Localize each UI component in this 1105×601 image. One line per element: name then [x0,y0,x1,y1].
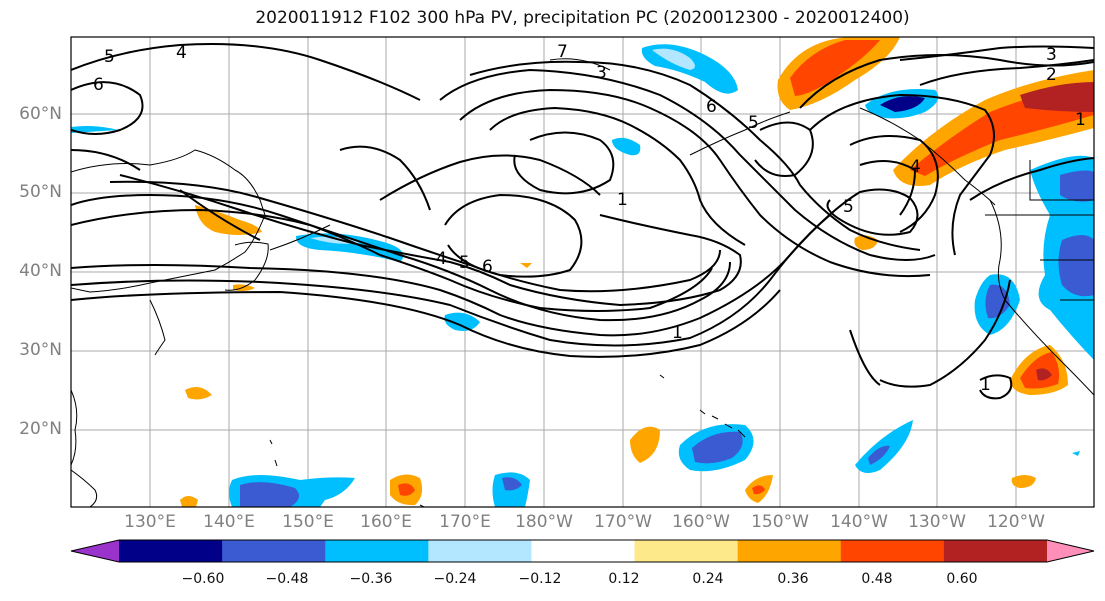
contour-label: 1 [617,190,628,210]
colorbar-extend-max [1047,540,1094,562]
colorbar-swatch [737,540,842,562]
colorbar-label: 0.60 [946,571,978,587]
contour-label: 6 [706,97,717,117]
contour-label: 1 [1075,110,1086,130]
lat-label-60n: 60°N [19,104,62,124]
contour-label: 1 [672,323,683,343]
contour-label: 2 [1046,65,1057,85]
colorbar-label: −0.36 [349,571,393,587]
lat-label-40n: 40°N [19,261,62,281]
colorbar [70,539,1095,563]
colorbar-swatch [943,540,1048,562]
colorbar-outline [70,539,1095,563]
contour-label: 3 [1046,45,1057,65]
colorbar-label: 0.24 [692,571,724,587]
pv-contours [71,43,1094,400]
contour-labels: 5 6 4 7 3 1 6 5 4 5 6 5 1 2 3 1 4 1 [93,42,1086,395]
contour-label: 7 [557,42,568,62]
colorbar-swatch [428,540,532,562]
contour-label: 5 [104,47,115,67]
lon-label-120w: 120°W [987,512,1045,532]
lon-label-140e: 140°E [203,512,255,532]
lat-label-50n: 50°N [19,182,62,202]
contour-label: 6 [482,257,493,277]
contour-label: 4 [436,249,447,269]
contour-label: 1 [980,375,991,395]
colorbar-swatch [840,540,945,562]
colorbar-swatch [119,540,223,562]
precip-negative-anomalies [71,44,1094,507]
colorbar-swatch [325,540,429,562]
colorbar-swatch [222,540,326,562]
precip-positive-anomalies [180,37,1094,507]
lon-label-160w: 160°W [672,512,730,532]
contour-label: 6 [93,75,104,95]
lon-label-180w: 180°W [515,512,573,532]
colorbar-label: 0.36 [777,571,809,587]
lon-label-130e: 130°E [124,512,176,532]
contour-label: 4 [176,43,187,63]
colorbar-swatch [634,540,739,562]
colorbar-label: −0.12 [518,571,562,587]
lon-label-150e: 150°E [282,512,334,532]
colorbar-label: −0.48 [265,571,309,587]
lon-label-130w: 130°W [908,512,966,532]
lon-label-160e: 160°E [360,512,412,532]
lon-label-170e: 170°E [439,512,491,532]
contour-label: 5 [843,197,854,217]
contour-label: 5 [748,113,759,133]
contour-label: 5 [459,253,470,273]
colorbar-label: −0.60 [181,571,225,587]
lon-label-140w: 140°W [830,512,888,532]
contour-label: 4 [910,157,921,177]
colorbar-label: 0.48 [861,571,893,587]
lat-label-20n: 20°N [19,419,62,439]
colorbar-label: 0.12 [608,571,640,587]
lon-label-150w: 150°W [751,512,809,532]
contour-label: 3 [596,63,607,83]
colorbar-label: −0.24 [433,571,477,587]
colorbar-extend-min [71,540,119,562]
colorbar-swatch [531,540,636,562]
lat-label-30n: 30°N [19,340,62,360]
graticule [71,37,1094,507]
map-frame [70,36,1095,508]
lon-label-170w: 170°W [594,512,652,532]
map-title: 2020011912 F102 300 hPa PV, precipitatio… [255,8,910,28]
